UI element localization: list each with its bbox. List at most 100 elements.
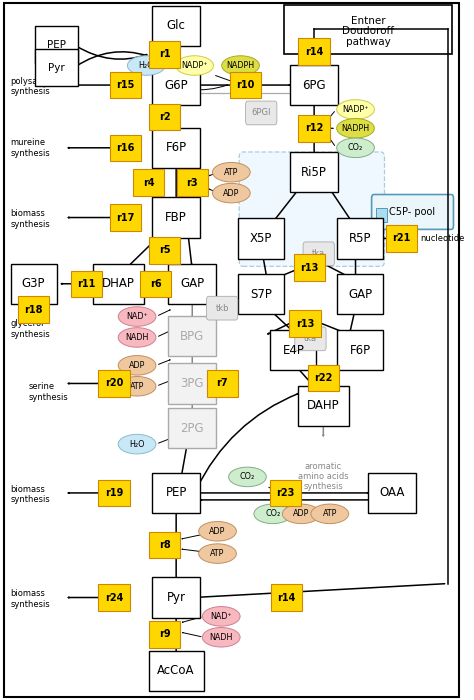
FancyBboxPatch shape (229, 72, 261, 98)
FancyBboxPatch shape (271, 330, 317, 370)
Text: ATP: ATP (130, 382, 144, 391)
Text: CO₂: CO₂ (348, 144, 363, 153)
Text: r8: r8 (159, 540, 171, 550)
Text: ADP: ADP (210, 527, 226, 536)
Text: Glc: Glc (167, 20, 186, 32)
Text: r7: r7 (216, 379, 228, 389)
Text: r13: r13 (301, 262, 319, 273)
Text: r9: r9 (159, 629, 171, 640)
Text: 6PGI: 6PGI (252, 108, 271, 118)
Ellipse shape (118, 307, 156, 326)
FancyBboxPatch shape (18, 296, 49, 323)
FancyBboxPatch shape (372, 195, 454, 230)
Text: tka: tka (304, 335, 317, 343)
Text: F6P: F6P (165, 141, 187, 154)
Text: H₂O: H₂O (129, 440, 145, 449)
Text: r17: r17 (117, 213, 135, 223)
FancyBboxPatch shape (140, 270, 171, 297)
FancyBboxPatch shape (295, 327, 326, 351)
FancyBboxPatch shape (271, 584, 302, 611)
Ellipse shape (254, 504, 292, 524)
Text: ATP: ATP (323, 510, 337, 518)
Ellipse shape (337, 99, 374, 119)
Text: r13: r13 (296, 318, 314, 328)
Text: r16: r16 (117, 143, 135, 153)
Text: NAD⁺: NAD⁺ (126, 312, 148, 321)
Text: r2: r2 (159, 112, 171, 122)
Text: r3: r3 (186, 178, 198, 188)
Text: polysaccharide
synthesis: polysaccharide synthesis (10, 77, 74, 96)
FancyBboxPatch shape (177, 169, 208, 196)
FancyBboxPatch shape (207, 370, 238, 397)
Text: r20: r20 (105, 379, 123, 389)
FancyBboxPatch shape (99, 480, 130, 506)
Text: r23: r23 (276, 488, 295, 498)
FancyBboxPatch shape (149, 621, 180, 648)
FancyBboxPatch shape (246, 101, 277, 125)
FancyBboxPatch shape (168, 263, 217, 304)
FancyBboxPatch shape (149, 41, 180, 68)
FancyBboxPatch shape (110, 72, 141, 98)
FancyBboxPatch shape (110, 204, 141, 231)
Text: G6P: G6P (164, 78, 188, 92)
Text: FBP: FBP (165, 211, 187, 224)
Ellipse shape (199, 544, 237, 564)
FancyBboxPatch shape (35, 49, 78, 86)
Text: Pyr: Pyr (48, 62, 65, 73)
Text: r19: r19 (105, 488, 123, 498)
Ellipse shape (337, 138, 374, 158)
Ellipse shape (212, 183, 250, 203)
Text: r4: r4 (143, 178, 155, 188)
FancyBboxPatch shape (239, 152, 384, 266)
Text: DHAP: DHAP (102, 277, 135, 290)
Text: PEP: PEP (165, 486, 187, 499)
Text: r10: r10 (236, 80, 255, 90)
Text: r5: r5 (159, 245, 171, 255)
FancyBboxPatch shape (148, 650, 204, 691)
Text: G3P: G3P (22, 277, 46, 290)
Text: CO₂: CO₂ (265, 510, 280, 518)
Text: pathway: pathway (346, 37, 390, 47)
Text: biomass
synthesis: biomass synthesis (10, 209, 50, 229)
FancyBboxPatch shape (152, 578, 201, 617)
FancyBboxPatch shape (337, 330, 383, 370)
Ellipse shape (222, 56, 259, 76)
Text: r24: r24 (105, 592, 123, 603)
FancyBboxPatch shape (337, 274, 383, 314)
Text: GAP: GAP (348, 288, 372, 301)
Text: NAD⁺: NAD⁺ (210, 612, 232, 621)
Ellipse shape (283, 504, 320, 524)
Ellipse shape (118, 328, 156, 347)
FancyBboxPatch shape (149, 237, 180, 263)
Text: ATP: ATP (210, 549, 225, 558)
Ellipse shape (199, 522, 237, 541)
FancyBboxPatch shape (337, 218, 383, 259)
Text: nucleotide: nucleotide (420, 234, 464, 243)
Text: NADP⁺: NADP⁺ (342, 105, 369, 114)
FancyBboxPatch shape (152, 127, 201, 168)
FancyBboxPatch shape (368, 473, 417, 513)
Text: tkb: tkb (215, 304, 229, 313)
FancyBboxPatch shape (284, 5, 452, 54)
Text: biomass
synthesis: biomass synthesis (10, 589, 50, 608)
Text: serine
synthesis: serine synthesis (29, 382, 69, 402)
Text: tka: tka (312, 249, 325, 258)
FancyBboxPatch shape (152, 197, 201, 238)
Text: OAA: OAA (380, 486, 405, 499)
Text: Doudoroff: Doudoroff (342, 27, 394, 36)
FancyBboxPatch shape (99, 584, 130, 611)
FancyBboxPatch shape (168, 408, 217, 448)
Text: BPG: BPG (180, 330, 204, 342)
Text: 6PG: 6PG (302, 78, 326, 92)
Text: Ri5P: Ri5P (301, 166, 327, 179)
Ellipse shape (337, 118, 374, 138)
Text: H₂O: H₂O (138, 61, 154, 70)
Text: r12: r12 (305, 123, 323, 133)
FancyBboxPatch shape (238, 274, 284, 314)
FancyBboxPatch shape (303, 242, 334, 265)
Text: aromatic
amino acids
synthesis: aromatic amino acids synthesis (298, 461, 349, 491)
Text: GAP: GAP (180, 277, 204, 290)
Text: r11: r11 (77, 279, 96, 289)
FancyBboxPatch shape (133, 169, 164, 196)
Text: biomass
synthesis: biomass synthesis (10, 484, 50, 504)
